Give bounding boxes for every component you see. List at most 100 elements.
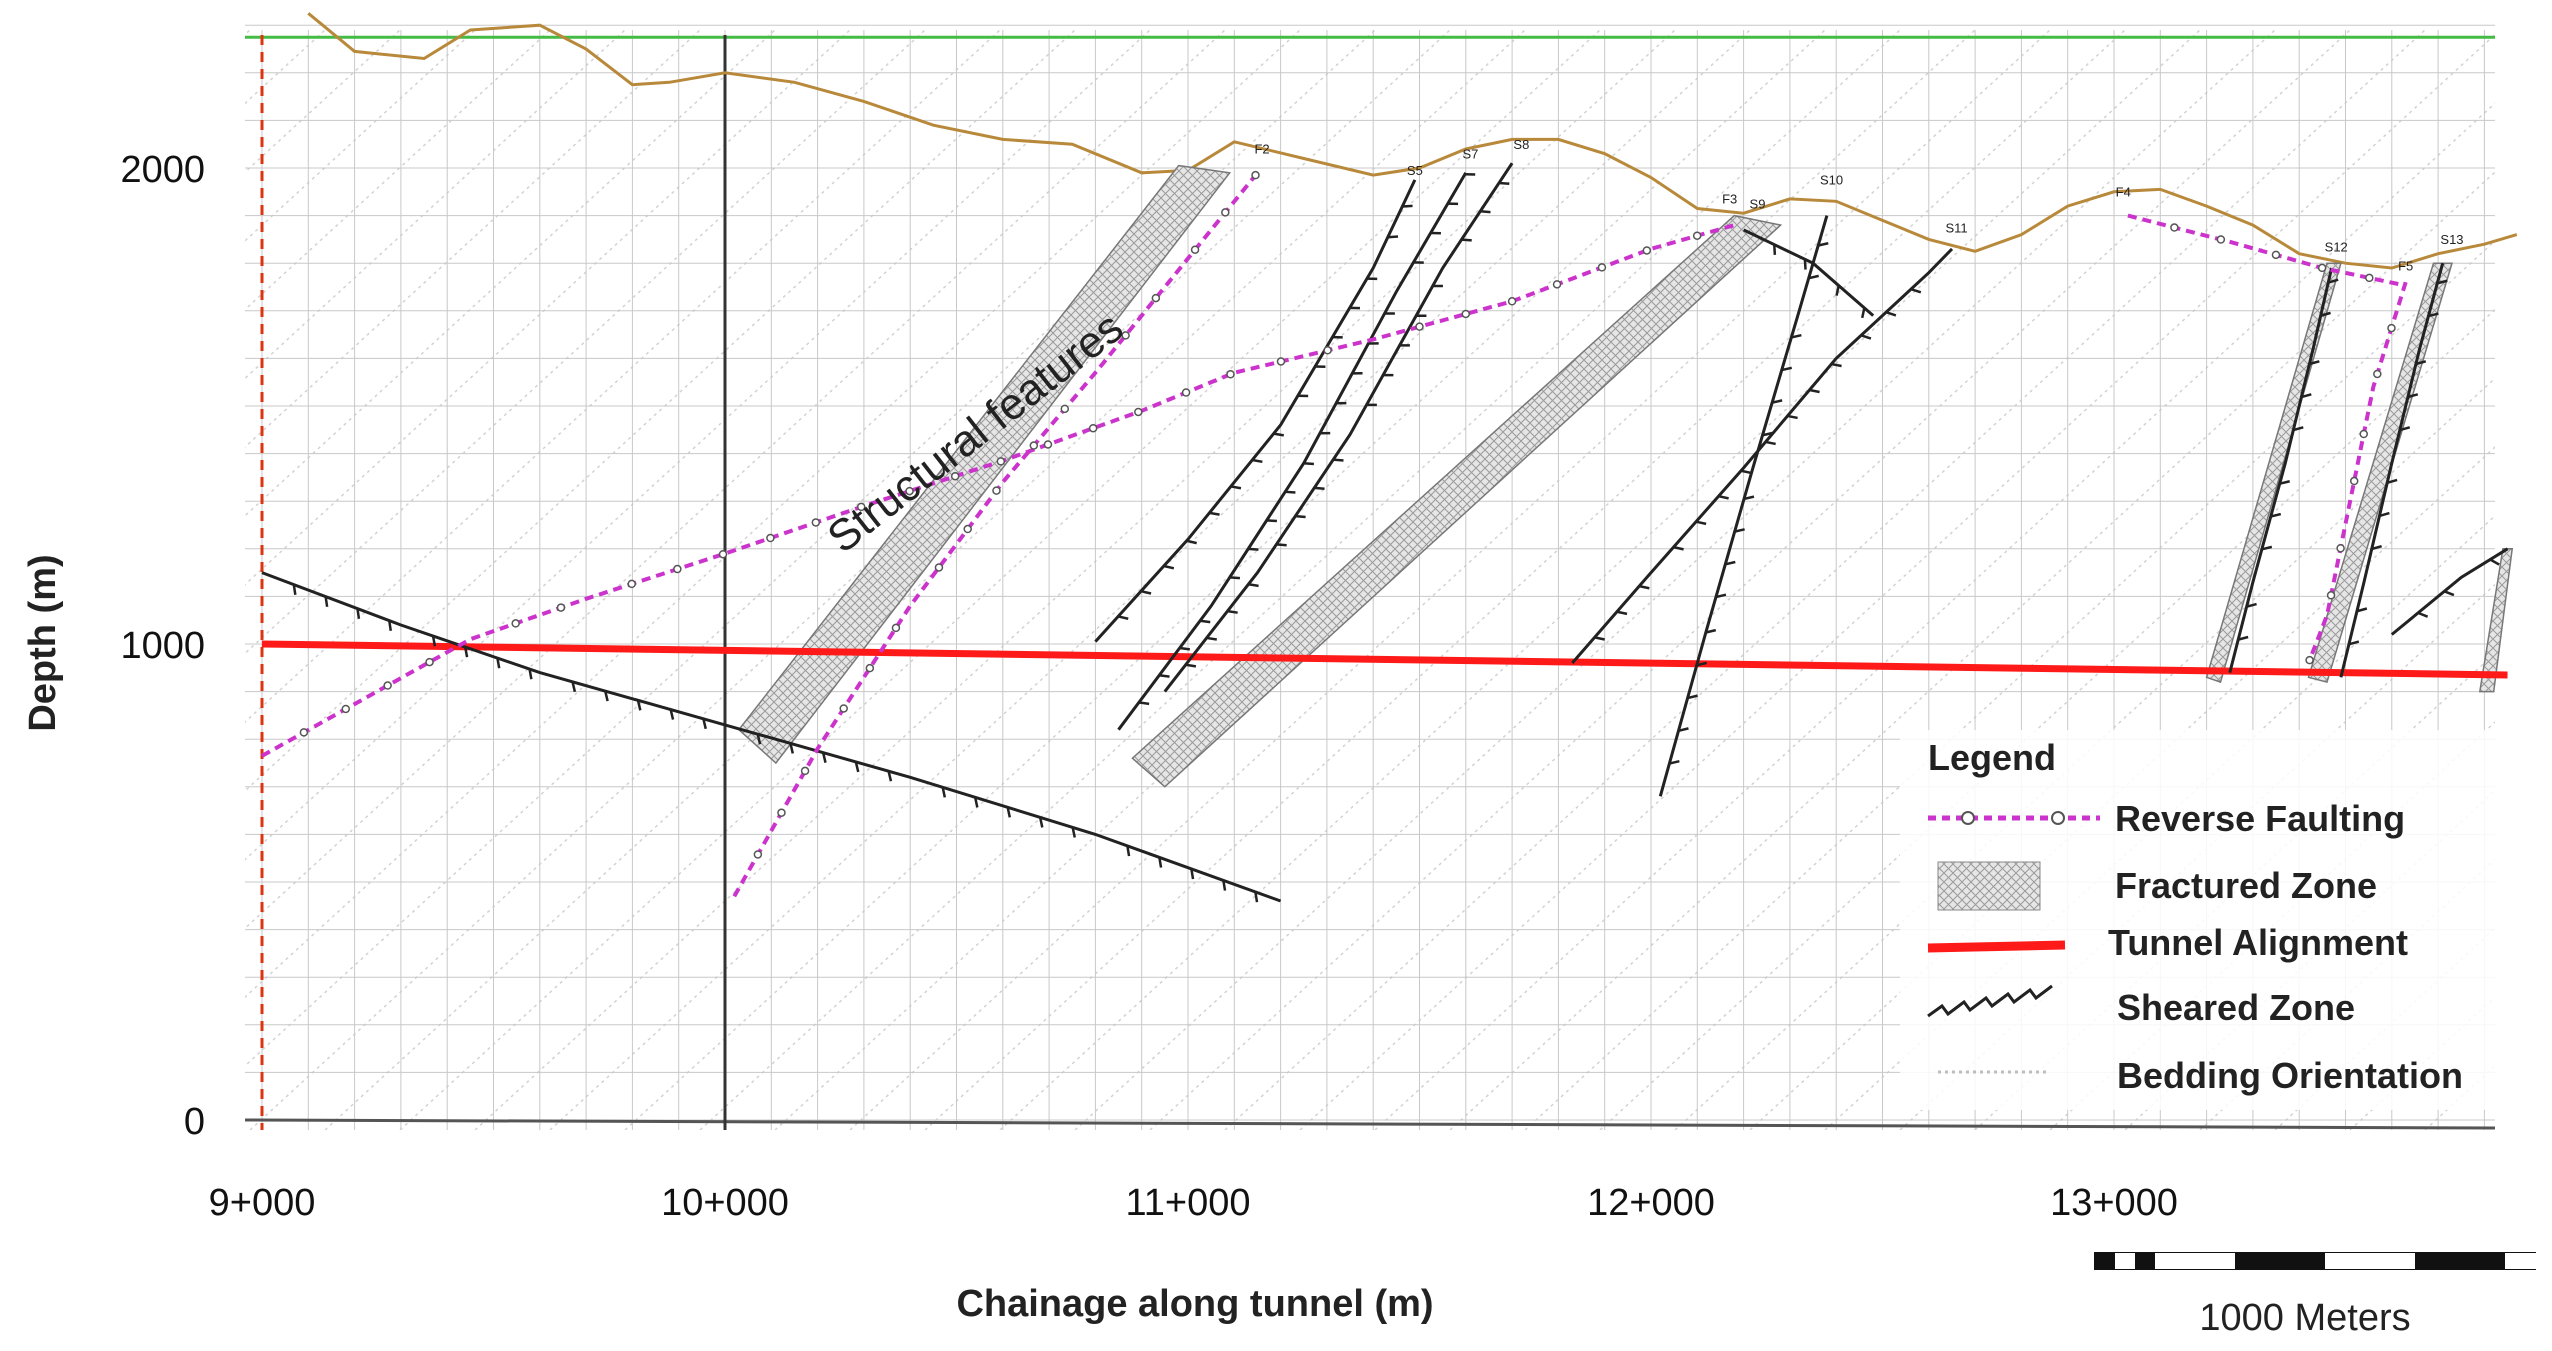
fault-marker [556,603,566,612]
legend-label-reverse-faulting: Reverse Faulting [2115,798,2405,839]
x-axis-label: Chainage along tunnel (m) [956,1283,1433,1325]
fault-marker [1461,309,1471,319]
fault-marker [1190,245,1200,254]
shear-tick [2327,278,2339,284]
fault-marker [1060,404,1070,414]
fault-marker [2387,323,2396,333]
shear-tick [1461,238,1472,242]
shear-tick [1781,366,1793,372]
shear-tick [1206,636,1217,641]
fault-marker [2336,543,2345,553]
shear-tick [496,657,501,669]
fault-marker [865,663,875,673]
fault-marker [1226,369,1235,379]
shear-tick [636,700,642,711]
bedding-line [245,30,776,517]
shear-tick [1817,242,1829,247]
fault-marker [2305,655,2314,665]
fault-marker [511,619,520,628]
fault-marker [299,728,309,737]
bedding-line [245,30,1001,724]
shear-tick [1715,593,1727,599]
bedding-line [624,30,1826,1130]
shear-tick [2293,426,2304,432]
bedding-line [1149,30,2351,1130]
shear-tick [1594,636,1605,641]
shear-tick [1159,673,1170,678]
shear-tick [1314,486,1325,491]
shear-tick [756,733,762,745]
shear-tick [2386,478,2398,484]
x-tick-12+000: 12+000 [1587,1182,1715,1224]
fault-marker [856,502,866,512]
legend-sheared-zone-symbol [1927,984,2053,1018]
fault-marker [1029,441,1039,450]
bedding-line [999,30,2201,1130]
fault-marker [963,524,972,534]
shear-tick [2379,511,2390,518]
shear-tick [2309,360,2320,366]
shear-tick [1006,807,1012,818]
x-tick-10+000: 10+000 [661,1182,789,1224]
shear-tick [1616,610,1628,616]
legend-label-bedding-orientation: Bedding Orientation [2117,1055,2463,1096]
legend-box [1900,730,2540,1110]
shear-tick [1885,311,1897,317]
shear-tick [2415,360,2427,366]
fractured-zone [1131,214,1783,788]
fault-marker [1276,357,1286,366]
shear-tick [2237,635,2249,641]
shear-tick [702,718,707,730]
bedding-line [245,30,1376,1067]
shear-tick [431,635,437,647]
x-tick-9+000: 9+000 [209,1182,316,1224]
shear-tick [1787,414,1798,420]
shear-tick [1186,539,1197,545]
fault-marker [1642,246,1652,255]
shear-tick [1140,589,1152,595]
fault-marker [627,579,636,589]
shear-tick [1480,210,1491,214]
shear-tick [1158,857,1163,868]
shear-tick [1126,845,1131,857]
reverse-faults [261,170,2408,898]
shear-tick [1252,458,1263,464]
tunnel-group [261,640,2508,679]
shear-tick [1179,646,1191,651]
shear-tick [1071,827,1076,838]
shear-tick [1117,615,1129,620]
shear-tick [1402,204,1413,208]
shear-tick [1860,334,1872,340]
bedding-line [1074,30,2276,1130]
feature-label-s13: S13 [2440,232,2463,247]
bedding-line [924,30,2126,1130]
shear-tick [1387,235,1399,239]
fault-marker [753,850,763,859]
sheared-zone-s11 [1571,247,1954,664]
shear-tick [1138,701,1150,706]
shear-tick [2356,607,2368,613]
sheared-zone-s12 [2228,267,2334,673]
ground-surface [307,12,2518,270]
reverse-fault-f1 [261,223,1735,758]
bedding-line [474,30,1676,1130]
shear-tick [2489,558,2500,566]
shear-tick [463,646,469,658]
scale-segment [2115,1253,2135,1269]
fault-marker [1134,407,1143,417]
shear-tick [1831,362,1842,368]
scale-segment [2505,1253,2552,1269]
shear-tick [1860,307,1866,319]
shear-tick [528,668,533,680]
bedding-line [699,30,1901,1130]
feature-label-s11: S11 [1945,220,1967,235]
bedding-line [245,30,1151,861]
legend-tunnel-symbol [1927,940,2066,953]
sheared-zone-s14 [2390,547,2509,636]
fault-marker [2326,591,2336,600]
shear-tick [1771,399,1783,404]
shear-tick [1808,274,1820,280]
feature-label-s7: S7 [1462,146,1478,161]
fault-marker [1692,231,1702,240]
scale-segment [2155,1253,2235,1269]
